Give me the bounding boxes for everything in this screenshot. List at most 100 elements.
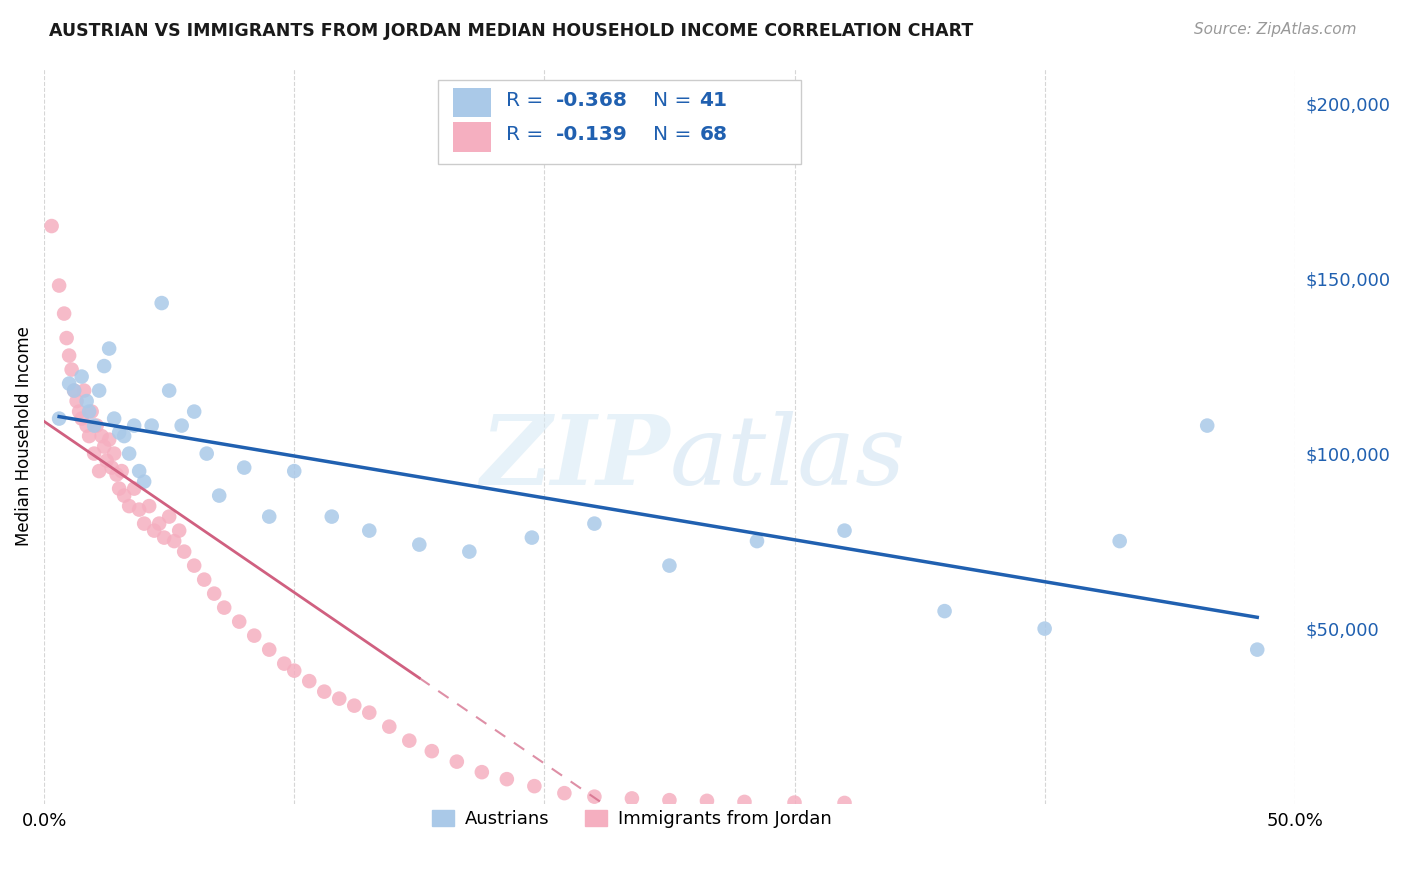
Point xyxy=(58,349,80,363)
Point xyxy=(208,489,231,503)
Point xyxy=(96,453,118,467)
Point xyxy=(257,642,280,657)
Point xyxy=(283,464,305,478)
Point xyxy=(228,615,250,629)
Point xyxy=(170,418,193,433)
Point xyxy=(76,394,98,409)
Point xyxy=(298,674,321,689)
Point xyxy=(76,418,98,433)
Point xyxy=(108,482,131,496)
Point xyxy=(63,384,86,398)
Point xyxy=(745,534,768,549)
Point xyxy=(195,447,218,461)
Point xyxy=(134,516,156,531)
Point xyxy=(53,307,76,321)
Y-axis label: Median Household Income: Median Household Income xyxy=(15,326,32,546)
Point xyxy=(408,538,430,552)
Point xyxy=(90,429,112,443)
Point xyxy=(93,359,115,373)
Point xyxy=(98,433,121,447)
Point xyxy=(321,509,343,524)
Point xyxy=(212,600,235,615)
Point xyxy=(118,499,141,513)
Text: 41: 41 xyxy=(699,91,727,110)
Point xyxy=(105,467,128,482)
Point xyxy=(183,404,205,418)
Text: R =: R = xyxy=(506,125,550,145)
Point xyxy=(202,586,225,600)
Point xyxy=(495,772,517,786)
Point xyxy=(157,509,180,524)
Point xyxy=(122,482,145,496)
Point xyxy=(157,384,180,398)
Point xyxy=(183,558,205,573)
Point xyxy=(112,489,135,503)
FancyBboxPatch shape xyxy=(439,79,801,164)
Text: -0.368: -0.368 xyxy=(555,91,627,110)
Point xyxy=(58,376,80,391)
Point xyxy=(150,296,173,310)
Point xyxy=(98,342,121,356)
Text: 68: 68 xyxy=(699,125,727,145)
Point xyxy=(77,429,100,443)
Point xyxy=(48,278,70,293)
Point xyxy=(328,691,350,706)
Point xyxy=(83,418,105,433)
Point xyxy=(103,411,125,425)
Point xyxy=(658,558,681,573)
Point xyxy=(471,765,494,780)
Point xyxy=(173,544,195,558)
Point xyxy=(93,440,115,454)
Point xyxy=(143,524,166,538)
Point xyxy=(243,629,266,643)
Text: atlas: atlas xyxy=(669,411,905,505)
Point xyxy=(1108,534,1130,549)
Point xyxy=(77,404,100,418)
Point xyxy=(41,219,63,233)
Point xyxy=(446,755,468,769)
Text: R =: R = xyxy=(506,91,550,110)
Point xyxy=(658,793,681,807)
Point xyxy=(111,464,134,478)
Point xyxy=(89,464,111,478)
Point xyxy=(398,733,420,747)
Point xyxy=(55,331,77,345)
Legend: Austrians, Immigrants from Jordan: Austrians, Immigrants from Jordan xyxy=(425,802,839,835)
Point xyxy=(378,720,401,734)
Point xyxy=(257,509,280,524)
FancyBboxPatch shape xyxy=(453,87,491,117)
Text: ZIP: ZIP xyxy=(479,411,669,505)
Point xyxy=(458,544,481,558)
Point xyxy=(138,499,160,513)
Point xyxy=(420,744,443,758)
Point xyxy=(128,502,150,516)
Text: Source: ZipAtlas.com: Source: ZipAtlas.com xyxy=(1194,22,1357,37)
Point xyxy=(1033,622,1056,636)
Point xyxy=(273,657,295,671)
Point xyxy=(934,604,956,618)
Point xyxy=(193,573,215,587)
Text: N =: N = xyxy=(654,125,697,145)
Point xyxy=(343,698,366,713)
Point xyxy=(583,789,606,804)
Point xyxy=(733,795,755,809)
Point xyxy=(48,411,70,425)
Point xyxy=(89,384,111,398)
Text: N =: N = xyxy=(654,91,697,110)
Point xyxy=(70,411,93,425)
Point xyxy=(63,384,86,398)
Point xyxy=(83,447,105,461)
Point xyxy=(359,706,381,720)
Point xyxy=(696,794,718,808)
Point xyxy=(283,664,305,678)
Point xyxy=(153,531,176,545)
Point xyxy=(66,394,89,409)
Point xyxy=(553,786,575,800)
Point xyxy=(163,534,186,549)
Point xyxy=(783,796,806,810)
Point xyxy=(100,460,122,475)
Point xyxy=(834,524,856,538)
FancyBboxPatch shape xyxy=(453,122,491,152)
Point xyxy=(620,791,643,805)
Point xyxy=(134,475,156,489)
